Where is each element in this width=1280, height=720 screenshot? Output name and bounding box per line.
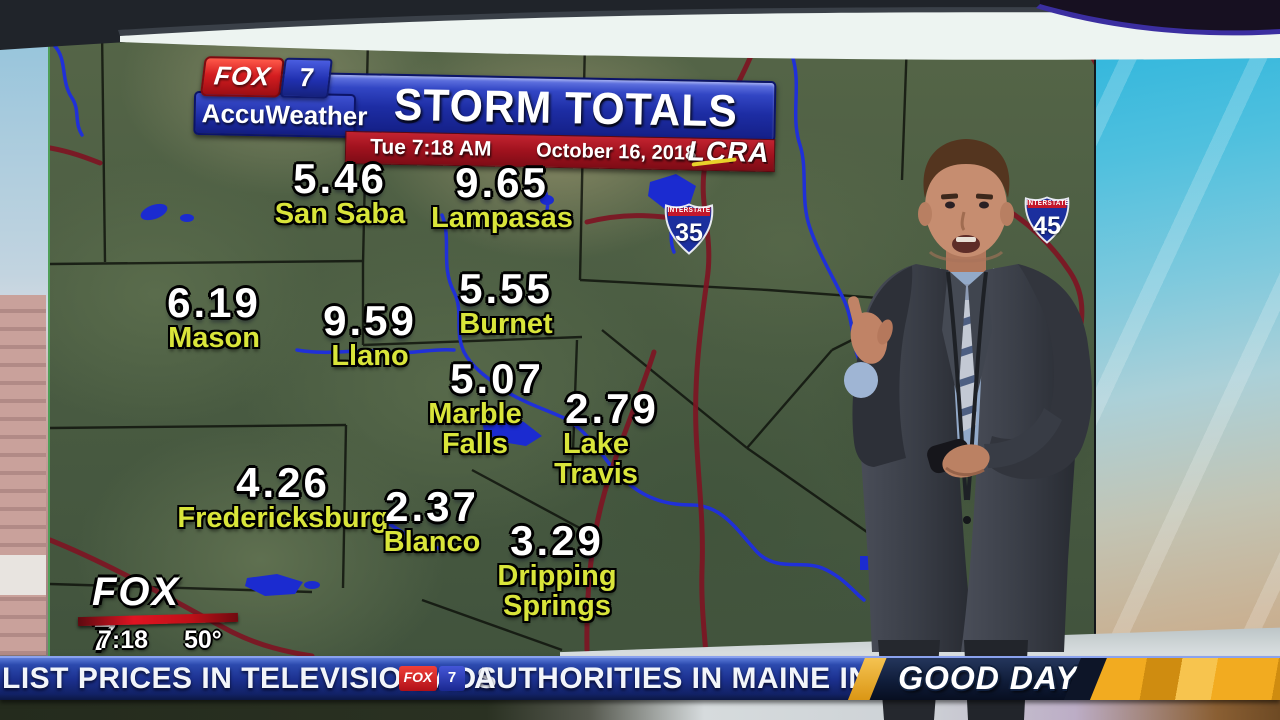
rain-value: 9.65 — [455, 159, 549, 206]
rain-value: 3.29 — [510, 517, 604, 564]
storm-total-llano: 9.59 Llano — [323, 300, 417, 372]
city-label: Dripping Springs — [497, 560, 617, 622]
storm-total-mason: 6.19 Mason — [167, 282, 261, 354]
storm-total-blanco: 2.37 Blanco — [384, 486, 481, 558]
interstate-35-shield: INTERSTATE 35 — [664, 203, 714, 255]
ticker-7-text: 7 — [447, 669, 457, 686]
storm-total-lampasas: 9.65 Lampasas — [431, 162, 573, 234]
rain-value: 2.79 — [565, 385, 659, 432]
city-label: San Saba — [274, 198, 406, 230]
rain-value: 5.55 — [459, 265, 553, 312]
temperature: 50° — [184, 626, 222, 654]
interstate-45-shield: INTERSTATE 45 — [1024, 196, 1070, 244]
channel-7-text: 7 — [297, 62, 316, 93]
city-label: Blanco — [383, 526, 481, 558]
city-label: Marble Falls — [428, 398, 522, 460]
interstate-shield-icon — [664, 203, 714, 255]
storm-total-san-saba: 5.46 San Saba — [275, 158, 406, 230]
fox-logo: FOX — [199, 56, 285, 98]
accuweather-chip: AccuWeather — [193, 90, 368, 139]
city-label: Fredericksburg — [177, 502, 389, 534]
storm-total-marble-falls: 5.07 Marble Falls — [427, 358, 567, 459]
city-label: Lampasas — [431, 202, 573, 234]
panel-streaks — [1096, 0, 1280, 700]
studio-side-panel — [1096, 0, 1280, 700]
interstate-label: INTERSTATE — [1026, 200, 1070, 207]
ticker-fox-logo: FOX — [399, 666, 437, 691]
show-bug-group: GOOD DAY — [846, 658, 1280, 700]
city-label: Burnet — [459, 308, 553, 340]
storm-total-fredericksburg: 4.26 Fredericksburg — [177, 462, 388, 534]
header-group: STORM TOTALS AccuWeather FOX 7 Tue 7:18 … — [0, 0, 1280, 219]
window-building — [0, 295, 46, 655]
rain-value: 5.46 — [293, 155, 387, 202]
gold-stripes — [1062, 658, 1280, 700]
window-building-band — [0, 555, 46, 595]
clock: 7:18 — [98, 626, 149, 654]
rain-value: 2.37 — [385, 483, 479, 530]
city-label: Lake Travis — [554, 428, 638, 490]
storm-total-dripping-springs: 3.29 Dripping Springs — [467, 520, 647, 621]
show-bug-label: GOOD DAY — [898, 660, 1078, 696]
interstate-number: 35 — [675, 219, 703, 247]
channel-7-logo: 7 — [279, 57, 333, 99]
interstate-label: INTERSTATE — [667, 207, 711, 214]
city-label: Mason — [168, 322, 260, 354]
news-ticker: LIST PRICES IN TELEVISION ADS FOX 7 AUTH… — [0, 656, 1280, 700]
county-borders — [50, 29, 933, 652]
station-logo: FOX 7 — [92, 570, 181, 659]
city-label: Llano — [331, 340, 409, 372]
ticker-headline-right: AUTHORITIES IN MAINE INVESTI — [474, 662, 866, 695]
lcra-logo: LCRA — [685, 136, 773, 169]
rain-value: 6.19 — [167, 279, 261, 326]
rain-value: 9.59 — [323, 297, 417, 344]
page-title: STORM TOTALS — [393, 78, 739, 137]
storm-total-lake-travis: 2.79 Lake Travis — [547, 388, 677, 489]
ticker-7-logo: 7 — [439, 666, 465, 691]
rain-value: 4.26 — [236, 459, 330, 506]
fox-logo-text: FOX — [212, 60, 273, 92]
rain-value: 5.07 — [450, 355, 544, 402]
studio-floor — [0, 698, 1280, 720]
ticker-fox-text: FOX — [403, 669, 433, 685]
storm-total-burnet: 5.55 Burnet — [459, 268, 553, 340]
interstate-shield-icon — [1024, 196, 1070, 244]
accuweather-logo: AccuWeather — [201, 98, 368, 132]
interstate-number: 45 — [1033, 212, 1061, 240]
